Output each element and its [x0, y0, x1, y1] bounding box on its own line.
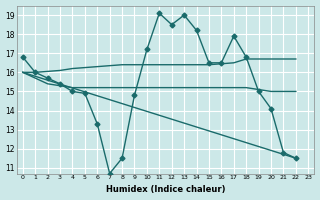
- X-axis label: Humidex (Indice chaleur): Humidex (Indice chaleur): [106, 185, 225, 194]
